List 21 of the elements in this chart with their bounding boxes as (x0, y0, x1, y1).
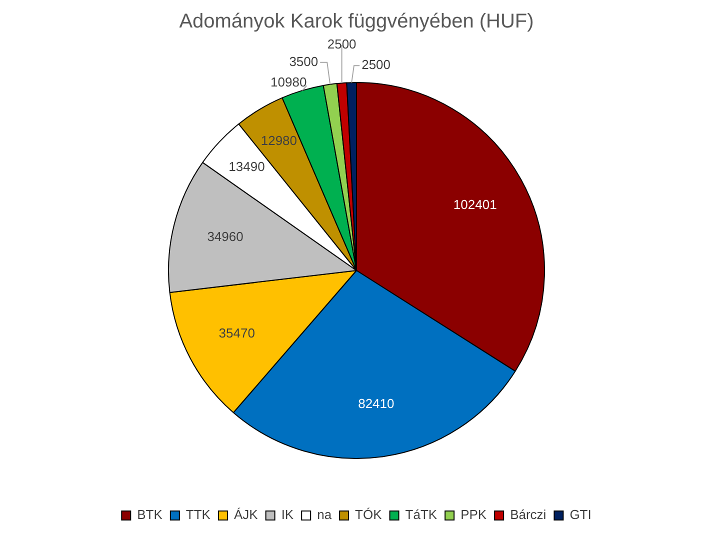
data-label: 13490 (228, 159, 265, 174)
chart-title: Adományok Karok függvényében (HUF) (179, 10, 534, 33)
data-label: 3500 (289, 54, 318, 69)
legend-label: TTK (186, 507, 211, 522)
data-label: 2500 (362, 57, 391, 72)
data-label: 2500 (327, 36, 356, 52)
data-label: 35470 (218, 325, 255, 340)
legend-label: BTK (137, 507, 163, 522)
data-label: 10980 (270, 74, 307, 90)
legend-label: PPK (460, 507, 487, 522)
legend-label: IK (281, 507, 294, 522)
data-label: 12980 (260, 133, 298, 148)
data-label: 102401 (453, 196, 497, 212)
legend-label: TáTK (405, 507, 438, 522)
data-label: 34960 (207, 228, 244, 244)
legend-label: Bárczi (510, 507, 546, 522)
legend-label: ÁJK (234, 507, 258, 522)
legend-label: GTI (570, 507, 592, 522)
data-label: 82410 (358, 396, 394, 411)
legend-label: na (317, 507, 332, 522)
legend-label: TÓK (355, 507, 382, 522)
